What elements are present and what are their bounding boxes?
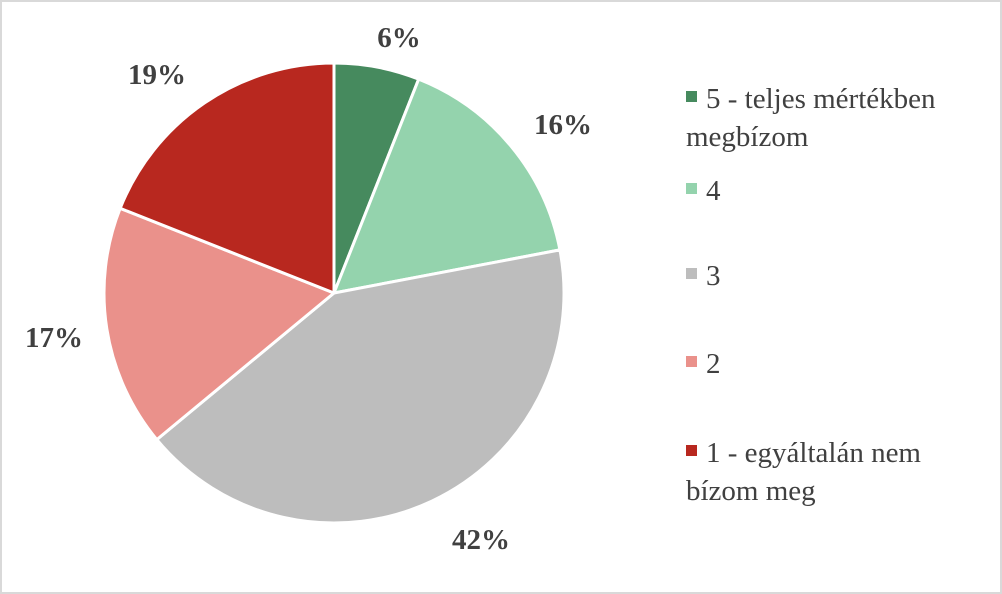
data-label-0: 6% bbox=[377, 22, 421, 54]
legend-item-3: 3 bbox=[686, 257, 721, 295]
data-label-2: 42% bbox=[452, 524, 510, 556]
legend-label-5-line2: megbízom bbox=[686, 121, 809, 153]
legend-label-1: 1 - egyáltalán nem bbox=[706, 437, 921, 469]
legend-item-5: 5 - teljes mértékben megbízom bbox=[686, 80, 936, 156]
legend-swatch-5 bbox=[686, 91, 697, 102]
data-label-4: 19% bbox=[128, 59, 186, 91]
legend-item-2: 2 bbox=[686, 345, 721, 383]
legend-label-4: 4 bbox=[706, 175, 721, 207]
pie-slice-4 bbox=[118, 61, 336, 295]
legend-swatch-3 bbox=[686, 268, 697, 279]
legend-swatch-2 bbox=[686, 356, 697, 367]
pie-slices bbox=[102, 61, 566, 525]
legend-swatch-1 bbox=[686, 445, 697, 456]
legend-label-5: 5 - teljes mértékben bbox=[706, 83, 936, 115]
pie-slice-3 bbox=[102, 206, 336, 442]
data-label-1: 16% bbox=[534, 109, 592, 141]
pie-slice-2 bbox=[155, 248, 566, 525]
legend-item-4: 4 bbox=[686, 172, 721, 210]
data-label-3: 17% bbox=[25, 322, 83, 354]
legend-label-2: 2 bbox=[706, 348, 721, 380]
legend-swatch-4 bbox=[686, 183, 697, 194]
legend-label-3: 3 bbox=[706, 260, 721, 292]
pie-slice-1 bbox=[332, 77, 562, 295]
legend-item-1: 1 - egyáltalán nem bízom meg bbox=[686, 434, 921, 510]
legend-label-1-line2: bízom meg bbox=[686, 475, 816, 507]
pie-data-labels: 6% 16% 42% 17% 19% bbox=[25, 22, 592, 556]
